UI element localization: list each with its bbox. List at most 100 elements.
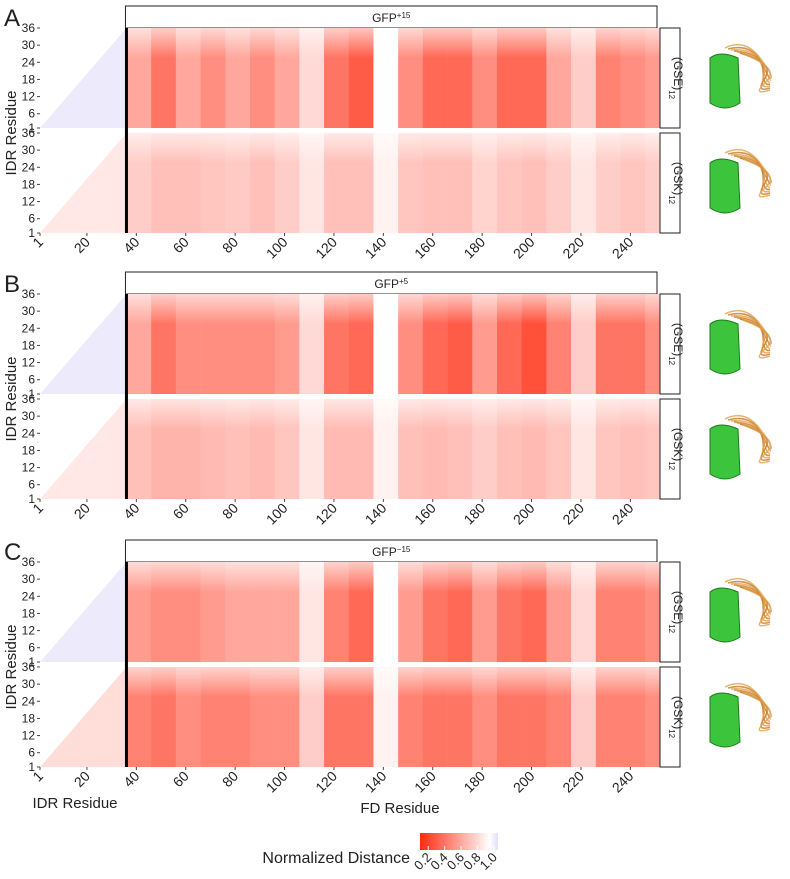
strip-box: [659, 561, 681, 663]
structure-tail: [724, 577, 772, 613]
structure-tail: [742, 587, 771, 627]
x-tick-label: 220: [559, 768, 587, 796]
structure-image: [709, 148, 772, 214]
strip-sub: 12: [668, 461, 677, 470]
colorbar-tick-label: 1.0: [477, 850, 500, 873]
colorbar-label: Normalized Distance: [262, 850, 410, 867]
structure-barrel: [709, 587, 741, 643]
title-main: GFP: [372, 545, 397, 559]
y-tick-label: 24: [22, 694, 36, 708]
x-tick-label: 220: [559, 234, 587, 262]
top-fade: [126, 399, 661, 499]
structure-tail: [724, 148, 772, 184]
x-tick-label: 140: [362, 500, 390, 528]
strip-sub: 12: [668, 90, 677, 99]
x-tick-label: 140: [362, 768, 390, 796]
structure-tail: [736, 51, 771, 88]
idr-triangle: [40, 562, 127, 662]
title-sup: +5: [399, 277, 409, 286]
y-tick-label: 18: [22, 338, 36, 352]
y-tick-label: 1: [28, 655, 35, 669]
structure-tail: [736, 156, 771, 193]
idr-triangle: [40, 294, 127, 394]
title-sup: −15: [397, 545, 411, 554]
x-tick-label: 80: [219, 768, 241, 790]
x-tick-label: 1: [29, 234, 46, 251]
y-tick-label: 6: [28, 641, 35, 655]
y-tick-label: 30: [22, 677, 36, 691]
x-tick-label: 180: [460, 500, 488, 528]
top-fade: [126, 28, 661, 128]
x-tick-label: 160: [411, 234, 439, 262]
strip-box: [659, 132, 681, 234]
y-tick-label: 30: [22, 38, 36, 52]
y-tick-label: 6: [28, 478, 35, 492]
y-tick-label: 18: [22, 177, 36, 191]
panel-title: GFP+15: [372, 11, 411, 26]
structure-image: [709, 43, 772, 109]
x-tick-label: 160: [411, 768, 439, 796]
y-tick-label: 1: [28, 226, 35, 240]
structure-image: [709, 577, 772, 643]
x-tick-label: 40: [120, 768, 142, 790]
panel-label: A: [4, 5, 20, 32]
structure-image: [709, 309, 772, 375]
x-tick-label: 240: [609, 500, 637, 528]
y-axis-label: IDR Residue: [3, 356, 20, 441]
x-tick-label: 20: [71, 768, 93, 790]
x-tick-label: 20: [71, 234, 93, 256]
structure-tail: [724, 414, 772, 450]
strip-name: (GSE): [671, 323, 685, 356]
structure-barrel: [709, 692, 741, 748]
strip-box: [659, 666, 681, 768]
y-tick-label: 24: [22, 426, 36, 440]
x-tick-label: 120: [312, 234, 340, 262]
y-tick-label: 36: [22, 392, 36, 406]
y-axis-label: IDR Residue: [3, 624, 20, 709]
strip-label: (GSK)12: [668, 696, 686, 739]
structure-tail: [733, 584, 771, 620]
y-tick-label: 36: [22, 126, 36, 140]
y-tick-label: 18: [22, 72, 36, 86]
y-tick-label: 24: [22, 321, 36, 335]
y-tick-label: 12: [22, 356, 36, 370]
strip-label: (GSK)12: [668, 162, 686, 205]
y-tick-label: 6: [28, 107, 35, 121]
x-tick-label: 200: [510, 234, 538, 262]
y-tick-label: 12: [22, 90, 36, 104]
panel-title: GFP+5: [374, 277, 408, 292]
y-tick-label: 6: [28, 212, 35, 226]
strip-box: [659, 27, 681, 129]
structure-tail: [742, 158, 771, 198]
idr-triangle: [40, 667, 127, 767]
structure-tail: [733, 50, 771, 86]
structure-barrel: [709, 53, 741, 109]
structure-tail: [724, 309, 772, 345]
strip-name: (GSE): [671, 591, 685, 624]
colorbar: [420, 833, 498, 850]
structure-tail: [724, 682, 772, 718]
strip-label: (GSE)12: [668, 591, 686, 634]
x-tick-label: 100: [263, 768, 291, 796]
y-tick-label: 12: [22, 461, 36, 475]
idr-triangle: [40, 133, 127, 233]
top-fade: [126, 667, 661, 767]
structure-tail: [733, 316, 771, 352]
panel-label: B: [4, 271, 20, 298]
y-tick-label: 30: [22, 572, 36, 586]
structure-tail: [742, 319, 771, 359]
strip-box: [659, 293, 681, 395]
x-tick-label: 40: [120, 500, 142, 522]
structure-tail: [733, 155, 771, 191]
strip-sub: 12: [668, 624, 677, 633]
y-tick-label: 12: [22, 624, 36, 638]
y-tick-label: 24: [22, 55, 36, 69]
y-tick-label: 18: [22, 443, 36, 457]
title-sup: +15: [397, 11, 411, 20]
x-tick-label: 100: [263, 234, 291, 262]
structure-tail: [736, 585, 771, 622]
y-tick-label: 1: [28, 121, 35, 135]
x-tick-label: 100: [263, 500, 291, 528]
x-tick-label: 220: [559, 500, 587, 528]
